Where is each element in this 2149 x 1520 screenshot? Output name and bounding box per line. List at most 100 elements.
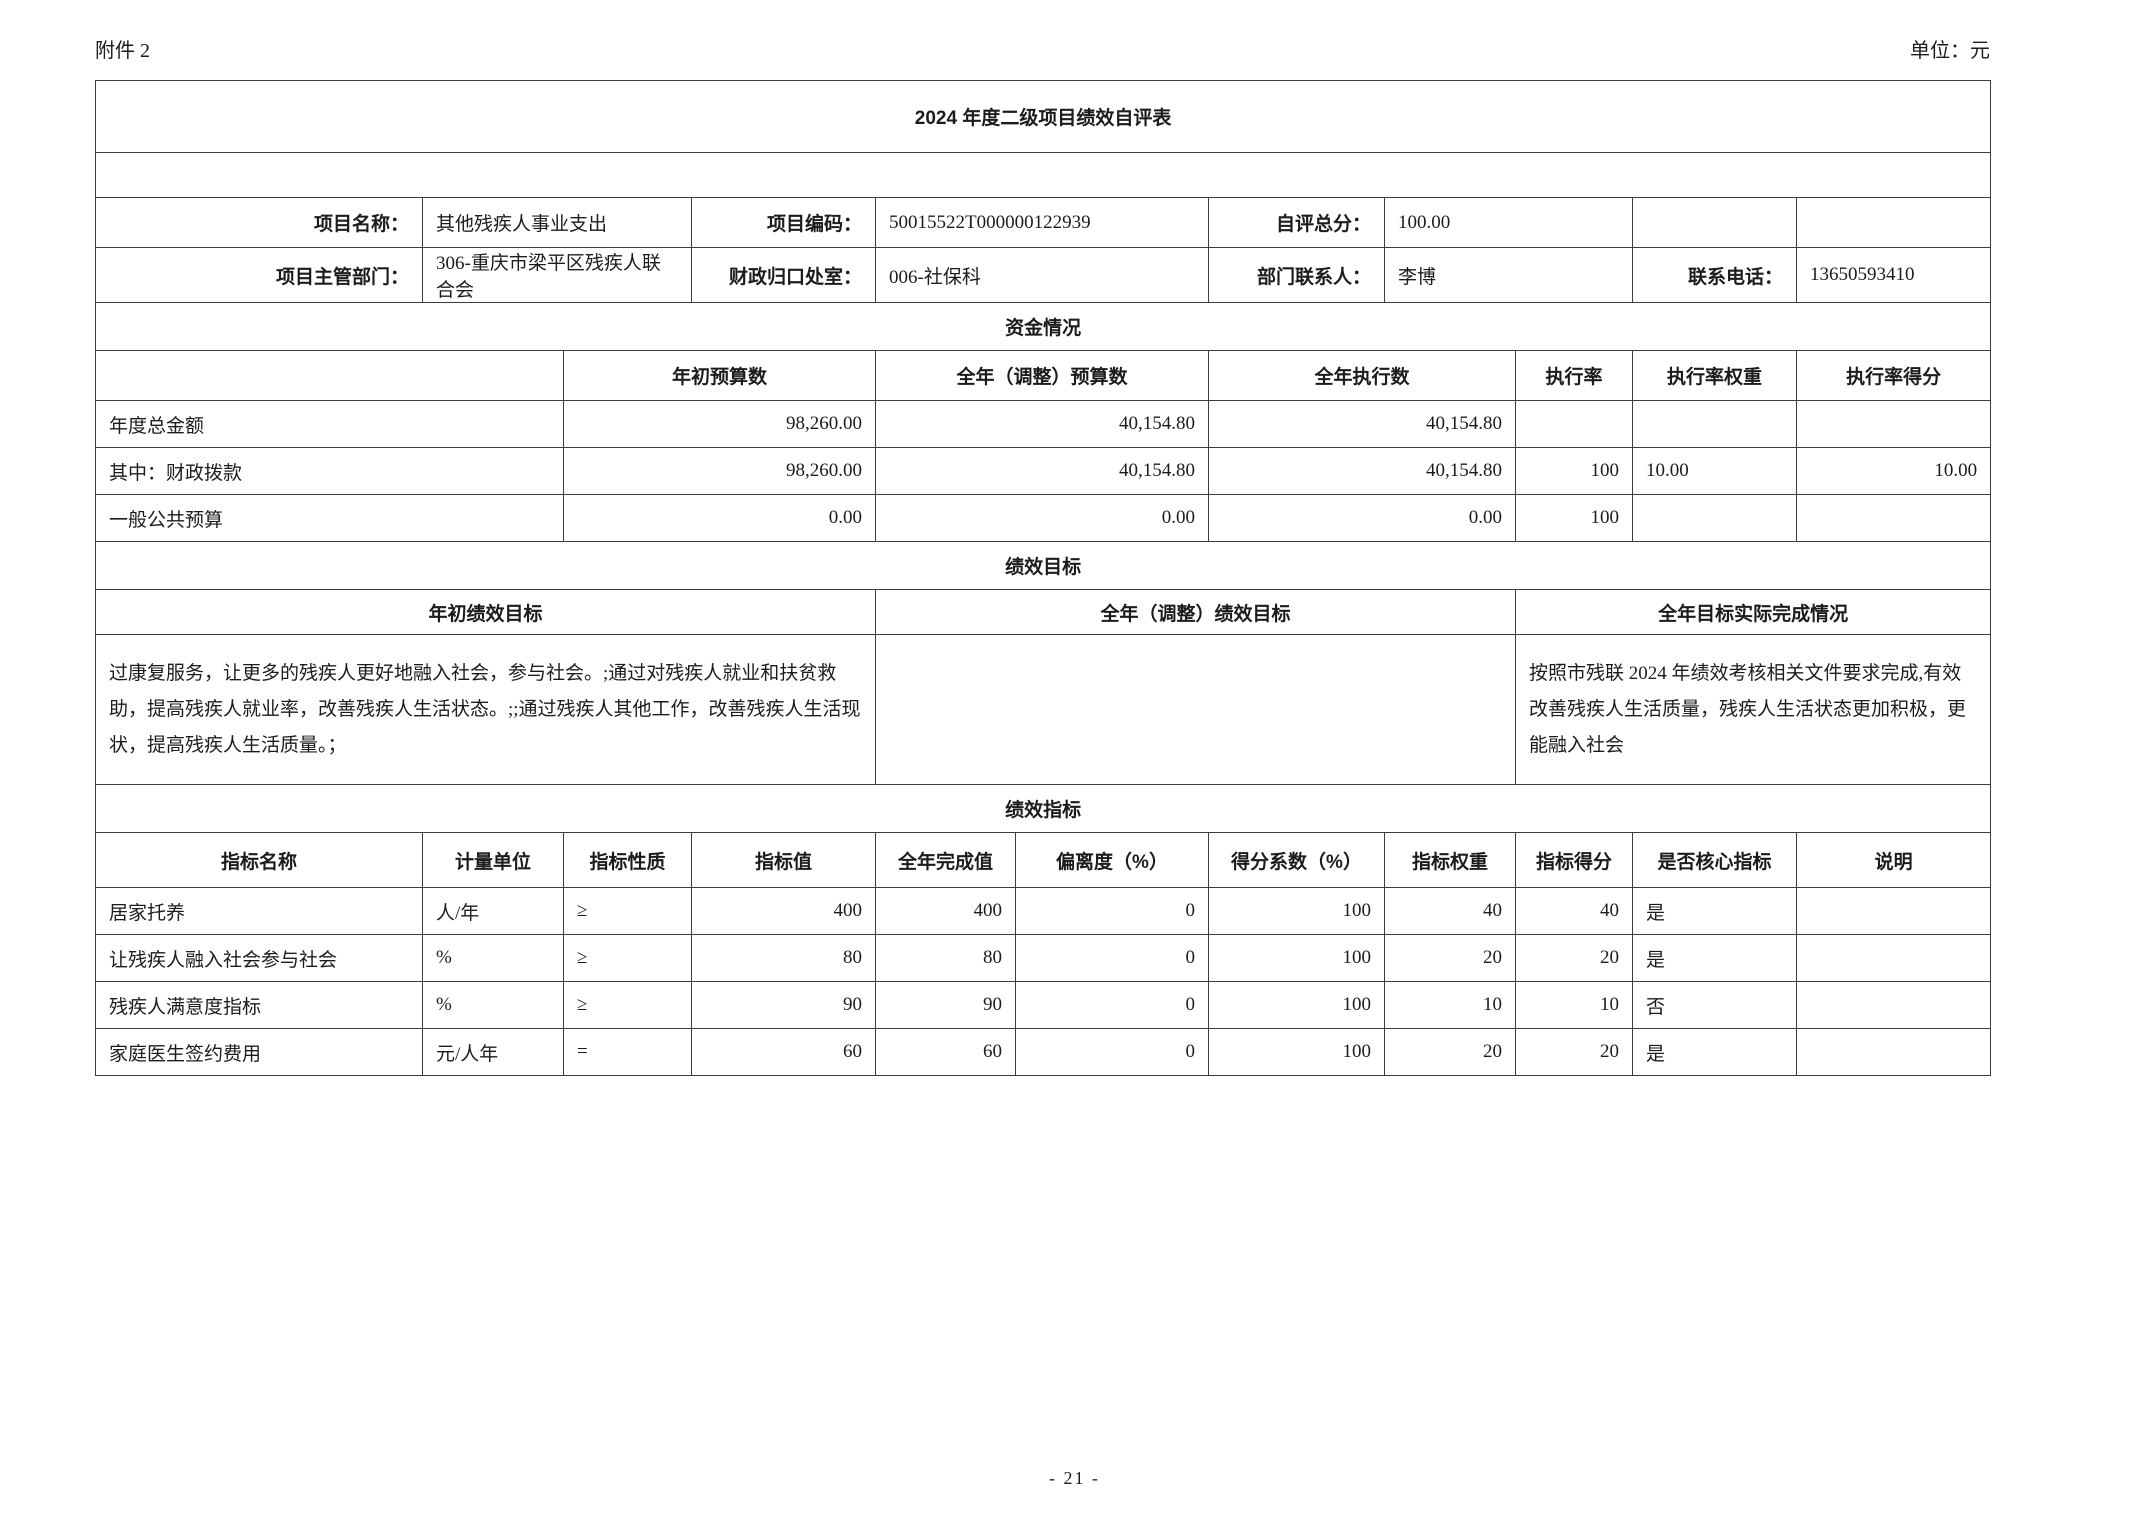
indicator-coefficient: 100 (1208, 1028, 1385, 1076)
indicator-weight: 40 (1384, 887, 1516, 935)
indicator-header-weight: 指标权重 (1384, 832, 1516, 888)
indicator-unit: % (422, 981, 564, 1029)
table-row: 绩效指标 (94, 784, 1992, 833)
indicator-completed: 60 (875, 1028, 1016, 1076)
indicator-note (1795, 934, 1992, 982)
indicator-deviation: 0 (1015, 934, 1209, 982)
indicator-header-deviation: 偏离度（%） (1015, 832, 1209, 888)
indicator-target: 400 (691, 887, 876, 935)
indicator-core: 是 (1632, 934, 1797, 982)
indicator-target: 90 (691, 981, 876, 1029)
funding-adjusted-value: 0.00 (875, 494, 1209, 542)
department-value: 306-重庆市梁平区残疾人联合会 (422, 247, 692, 303)
indicator-core: 否 (1632, 981, 1797, 1029)
indicator-note (1795, 981, 1992, 1029)
table-row (94, 152, 1992, 198)
indicator-note (1795, 887, 1992, 935)
indicator-nature: ≥ (563, 887, 692, 935)
indicator-completed: 400 (875, 887, 1016, 935)
indicator-row: 残疾人满意度指标 % ≥ 90 90 0 100 10 10 否 (95, 981, 1992, 1029)
contact-label: 部门联系人： (1208, 247, 1385, 303)
table-row: 项目名称： 其他残疾人事业支出 项目编码： 50015522T000000122… (95, 197, 1992, 248)
table-row: 2024 年度二级项目绩效自评表 (94, 80, 1992, 153)
page-title: 2024 年度二级项目绩效自评表 (94, 80, 1992, 153)
department-label: 项目主管部门： (95, 247, 423, 303)
funding-executed-value: 40,154.80 (1208, 447, 1516, 495)
funding-header-blank (95, 350, 564, 401)
indicator-header-core: 是否核心指标 (1632, 832, 1797, 888)
funding-initial-value: 98,260.00 (563, 447, 876, 495)
funding-row-label: 年度总金额 (95, 400, 564, 448)
indicator-header-coefficient: 得分系数（%） (1208, 832, 1385, 888)
funding-row-label: 其中：财政拨款 (95, 447, 564, 495)
project-code-value: 50015522T000000122939 (875, 197, 1209, 248)
indicator-header-note: 说明 (1795, 832, 1992, 888)
indicator-weight: 20 (1384, 1028, 1516, 1076)
indicator-nature: ≥ (563, 934, 692, 982)
funding-header-rate-weight: 执行率权重 (1632, 350, 1797, 401)
indicator-header-target: 指标值 (691, 832, 876, 888)
document-topbar: 附件 2 单位：元 (95, 34, 1990, 63)
goals-section-title: 绩效目标 (94, 541, 1992, 590)
funding-rate-value (1515, 400, 1633, 448)
table-row: 年初预算数 全年（调整）预算数 全年执行数 执行率 执行率权重 执行率得分 (95, 350, 1992, 401)
funding-initial-value: 98,260.00 (563, 400, 876, 448)
self-score-label: 自评总分： (1208, 197, 1385, 248)
indicator-score: 10 (1515, 981, 1633, 1029)
indicator-unit: 元/人年 (422, 1028, 564, 1076)
funding-rate-weight-value (1632, 400, 1797, 448)
table-row: 年初绩效目标 全年（调整）绩效目标 全年目标实际完成情况 (95, 589, 1992, 635)
funding-rate-score-value (1795, 494, 1992, 542)
indicator-unit: 人/年 (422, 887, 564, 935)
table-row: 过康复服务，让更多的残疾人更好地融入社会，参与社会。;通过对残疾人就业和扶贫救助… (95, 634, 1992, 785)
indicator-deviation: 0 (1015, 981, 1209, 1029)
phone-value: 13650593410 (1795, 247, 1992, 303)
empty-cell (1632, 197, 1797, 248)
funding-rate-weight-value: 10.00 (1632, 447, 1797, 495)
indicator-score: 40 (1515, 887, 1633, 935)
table-row: 项目主管部门： 306-重庆市梁平区残疾人联合会 财政归口处室： 006-社保科… (95, 247, 1992, 303)
project-name-value: 其他残疾人事业支出 (422, 197, 692, 248)
indicator-unit: % (422, 934, 564, 982)
indicator-header-completed: 全年完成值 (875, 832, 1016, 888)
funding-header-adjusted: 全年（调整）预算数 (875, 350, 1209, 401)
indicator-row: 家庭医生签约费用 元/人年 = 60 60 0 100 20 20 是 (95, 1028, 1992, 1076)
funding-initial-value: 0.00 (563, 494, 876, 542)
indicator-header-name: 指标名称 (95, 832, 423, 888)
funding-rate-value: 100 (1515, 494, 1633, 542)
table-row: 绩效目标 (94, 541, 1992, 590)
indicator-nature: = (563, 1028, 692, 1076)
funding-header-initial: 年初预算数 (563, 350, 876, 401)
indicator-name: 残疾人满意度指标 (95, 981, 423, 1029)
funding-rate-score-value (1795, 400, 1992, 448)
indicator-header-nature: 指标性质 (563, 832, 692, 888)
funding-header-executed: 全年执行数 (1208, 350, 1516, 401)
unit-label: 单位：元 (1910, 40, 1990, 62)
funding-row: 其中：财政拨款 98,260.00 40,154.80 40,154.80 10… (95, 447, 1992, 495)
funding-header-rate: 执行率 (1515, 350, 1633, 401)
funding-row: 一般公共预算 0.00 0.00 0.00 100 (95, 494, 1992, 542)
funding-executed-value: 0.00 (1208, 494, 1516, 542)
funding-section-title: 资金情况 (94, 302, 1992, 351)
phone-label: 联系电话： (1632, 247, 1797, 303)
funding-adjusted-value: 40,154.80 (875, 400, 1209, 448)
indicator-score: 20 (1515, 1028, 1633, 1076)
indicator-score: 20 (1515, 934, 1633, 982)
empty-cell (1795, 197, 1992, 248)
indicator-note (1795, 1028, 1992, 1076)
table-row: 指标名称 计量单位 指标性质 指标值 全年完成值 偏离度（%） 得分系数（%） … (95, 832, 1992, 888)
indicator-deviation: 0 (1015, 887, 1209, 935)
indicator-core: 是 (1632, 887, 1797, 935)
indicator-row: 居家托养 人/年 ≥ 400 400 0 100 40 40 是 (95, 887, 1992, 935)
indicator-nature: ≥ (563, 981, 692, 1029)
funding-row-label: 一般公共预算 (95, 494, 564, 542)
indicator-header-unit: 计量单位 (422, 832, 564, 888)
indicator-target: 80 (691, 934, 876, 982)
self-score-value: 100.00 (1384, 197, 1633, 248)
funding-rate-weight-value (1632, 494, 1797, 542)
indicators-section-title: 绩效指标 (94, 784, 1992, 833)
initial-goal-text: 过康复服务，让更多的残疾人更好地融入社会，参与社会。;通过对残疾人就业和扶贫救助… (95, 634, 876, 785)
finance-office-label: 财政归口处室： (691, 247, 876, 303)
funding-executed-value: 40,154.80 (1208, 400, 1516, 448)
